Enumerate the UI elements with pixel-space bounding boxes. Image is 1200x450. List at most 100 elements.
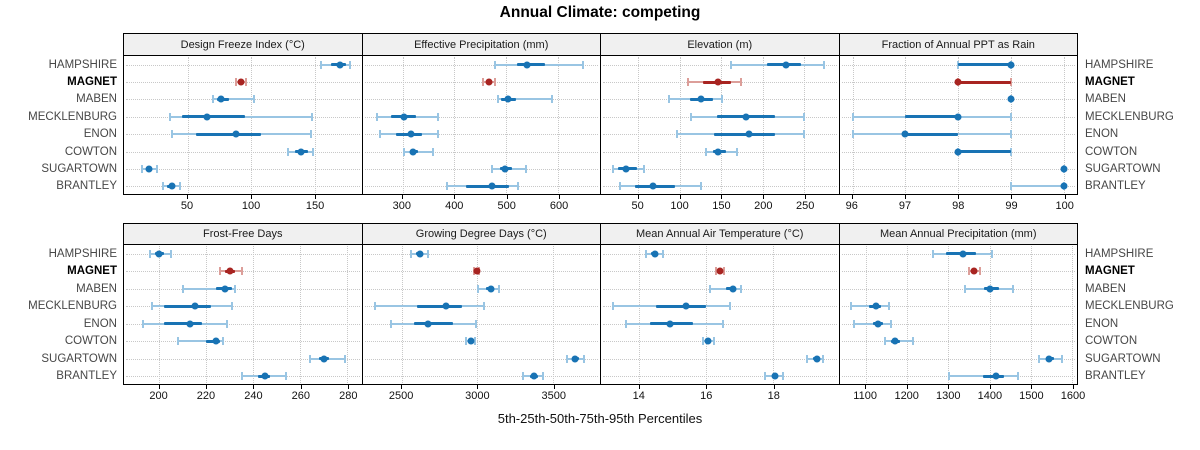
v-gridline (477, 246, 479, 383)
median-dot (959, 250, 967, 258)
h-gridline (364, 82, 598, 84)
x-tick-label: 100 (670, 200, 689, 212)
whisker-cap (687, 78, 690, 87)
x-tick-mark (559, 195, 561, 199)
median-dot (874, 320, 882, 328)
v-gridline (187, 57, 189, 193)
x-tick-mark (851, 195, 853, 199)
whisker-cap (525, 164, 528, 173)
x-tick-label: 1600 (1060, 390, 1086, 402)
x-tick-mark (1011, 195, 1013, 199)
median-dot (704, 337, 712, 345)
h-gridline (364, 116, 598, 118)
v-gridline (1063, 57, 1065, 193)
row-label-cowton: COWTON (64, 335, 117, 348)
panel-header: Design Freeze Index (°C) (123, 33, 363, 56)
whisker-cap (168, 112, 171, 121)
whisker-cap (409, 249, 412, 258)
p25-p75-line (905, 132, 959, 136)
panel-header-label: Fraction of Annual PPT as Rain (881, 38, 1035, 51)
row-label-brantley: BRANTLEY (56, 370, 117, 383)
whisker-cap (1010, 112, 1013, 121)
median-dot (745, 130, 753, 138)
row-label-hampshire: HAMPSHIRE (48, 58, 117, 71)
median-dot (682, 302, 690, 310)
whisker-cap (625, 319, 628, 328)
row-label-brantley: BRANTLEY (1085, 180, 1146, 193)
whisker-cap (517, 182, 520, 191)
v-gridline (638, 57, 640, 193)
whisker-cap (728, 302, 731, 311)
v-gridline (206, 246, 208, 383)
h-gridline (364, 323, 598, 325)
median-dot (336, 61, 344, 69)
x-tick-label: 250 (795, 200, 815, 212)
h-gridline (603, 64, 837, 66)
chart-title: Annual Climate: competing (499, 4, 701, 21)
whisker-cap (446, 182, 449, 191)
v-gridline (454, 57, 456, 193)
panel-3: Fraction of Annual PPT as Rain 96 97 98 99 10… (838, 33, 1078, 215)
whisker-cap (310, 112, 313, 121)
whisker-cap (1011, 284, 1014, 293)
median-dot (212, 337, 220, 345)
x-tick-mark (506, 195, 508, 199)
whisker-cap (403, 147, 406, 156)
whisker-cap (244, 78, 247, 87)
whisker-cap (482, 302, 485, 311)
row-label-enon: ENON (1085, 317, 1119, 330)
whisker-cap (676, 130, 679, 139)
x-tick-mark (187, 195, 189, 199)
whisker-cap (436, 112, 439, 121)
whisker-cap (141, 319, 144, 328)
whisker-cap (373, 302, 376, 311)
v-gridline (553, 246, 555, 383)
whisker-cap (612, 164, 615, 173)
trellis-row-top: HAMPSHIRE MAGNET MABEN MECKLENBURG ENON COWTO… (0, 33, 1200, 215)
whisker-cap (782, 372, 785, 381)
v-gridline (679, 57, 681, 193)
x-tick-mark (348, 385, 350, 389)
whisker-cap (963, 284, 966, 293)
plot-area (361, 245, 601, 385)
h-gridline (603, 168, 837, 170)
v-gridline (852, 57, 854, 193)
whisker-cap (1010, 130, 1013, 139)
median-dot (782, 61, 790, 69)
whisker-cap (702, 337, 705, 346)
x-tick-label: 220 (196, 390, 216, 402)
x-tick-mark (679, 195, 681, 199)
x-tick-label: 1100 (853, 390, 877, 402)
median-dot (145, 165, 153, 173)
median-dot (297, 148, 305, 156)
whisker-cap (668, 95, 671, 104)
h-gridline (364, 64, 598, 66)
whisker-cap (482, 78, 485, 87)
panel-header: Fraction of Annual PPT as Rain (838, 33, 1078, 56)
median-dot (186, 320, 194, 328)
x-tick-label: 280 (339, 390, 358, 402)
whisker-cap (465, 337, 468, 346)
row-label-brantley: BRANTLEY (56, 180, 117, 193)
x-tick-label: 200 (149, 390, 168, 402)
x-tick-mark (205, 385, 207, 389)
x-tick-label: 1200 (894, 390, 919, 402)
x-tick-mark (401, 195, 403, 199)
median-dot (501, 165, 509, 173)
v-gridline (958, 57, 960, 193)
whisker-cap (739, 78, 742, 87)
whisker-cap (582, 60, 585, 69)
panel-header-label: Growing Degree Days (°C) (415, 228, 547, 240)
row-label-mecklenburg: MECKLENBURG (28, 300, 117, 313)
p25-p75-line (656, 304, 707, 308)
h-gridline (126, 358, 360, 360)
v-gridline (314, 57, 316, 193)
v-gridline (1011, 57, 1013, 193)
x-tick-mark (948, 385, 950, 389)
median-dot (203, 113, 211, 121)
p25-p75-line (163, 304, 211, 308)
whisker-cap (221, 337, 224, 346)
whisker-cap (148, 249, 151, 258)
whisker-cap (170, 249, 173, 258)
